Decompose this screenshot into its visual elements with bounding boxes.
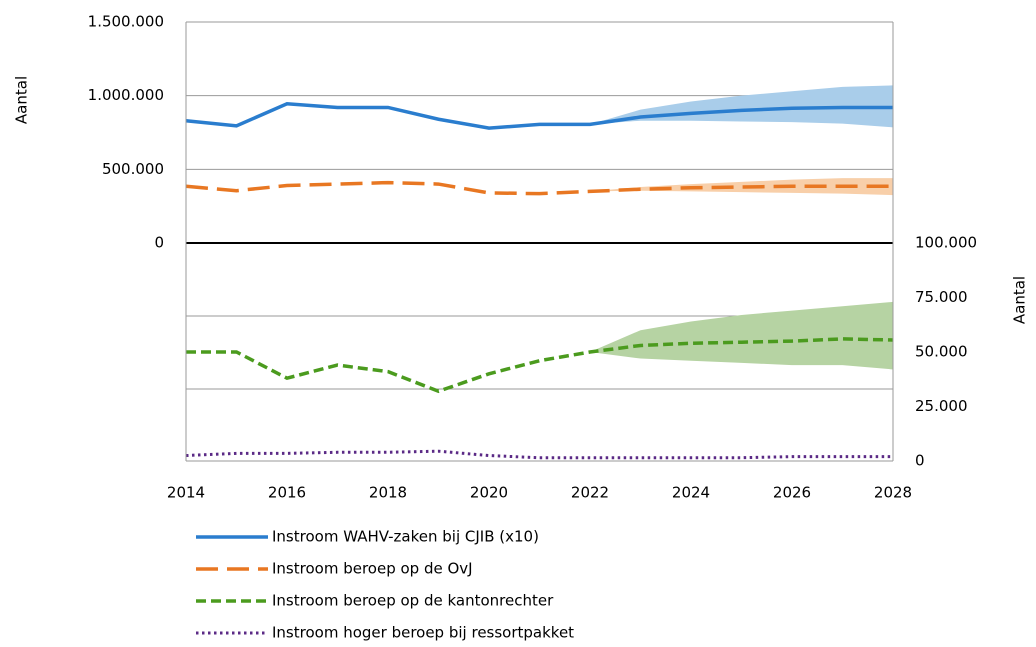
x-tick-label: 2018 (369, 484, 407, 502)
y-axis-label: Aantal (13, 76, 31, 124)
y-tick-label: 50.000 (915, 343, 968, 361)
y-tick-label: 1.500.000 (88, 13, 164, 31)
series-line (185, 101, 893, 130)
y-tick-label: 0 (915, 452, 925, 470)
legend-label: Instroom beroep op de OvJ (272, 560, 473, 578)
series-line (185, 449, 893, 460)
y-tick-label: 100.000 (915, 234, 977, 252)
x-tick-label: 2020 (470, 484, 508, 502)
forecast-band (590, 301, 893, 370)
y-axis-label: Aantal (1011, 276, 1029, 324)
x-tick-label: 2014 (167, 484, 205, 502)
series-line (186, 337, 894, 394)
x-tick-label: 2024 (672, 484, 710, 502)
legend-label: Instroom WAHV-zaken bij CJIB (x10) (272, 528, 539, 546)
legend-label: Instroom beroep op de kantonrechter (272, 592, 554, 610)
y-tick-label: 500.000 (102, 160, 164, 178)
x-tick-label: 2016 (268, 484, 306, 502)
x-tick-label: 2026 (773, 484, 811, 502)
y-tick-label: 75.000 (915, 288, 968, 306)
y-tick-label: 1.000.000 (88, 86, 164, 104)
y-tick-label: 0 (154, 234, 164, 252)
legend-label: Instroom hoger beroep bij ressortpakket (272, 624, 574, 642)
series-line (185, 180, 893, 196)
x-tick-label: 2028 (874, 484, 912, 502)
y-tick-label: 25.000 (915, 397, 968, 415)
x-tick-label: 2022 (571, 484, 609, 502)
forecast-band (590, 178, 893, 196)
